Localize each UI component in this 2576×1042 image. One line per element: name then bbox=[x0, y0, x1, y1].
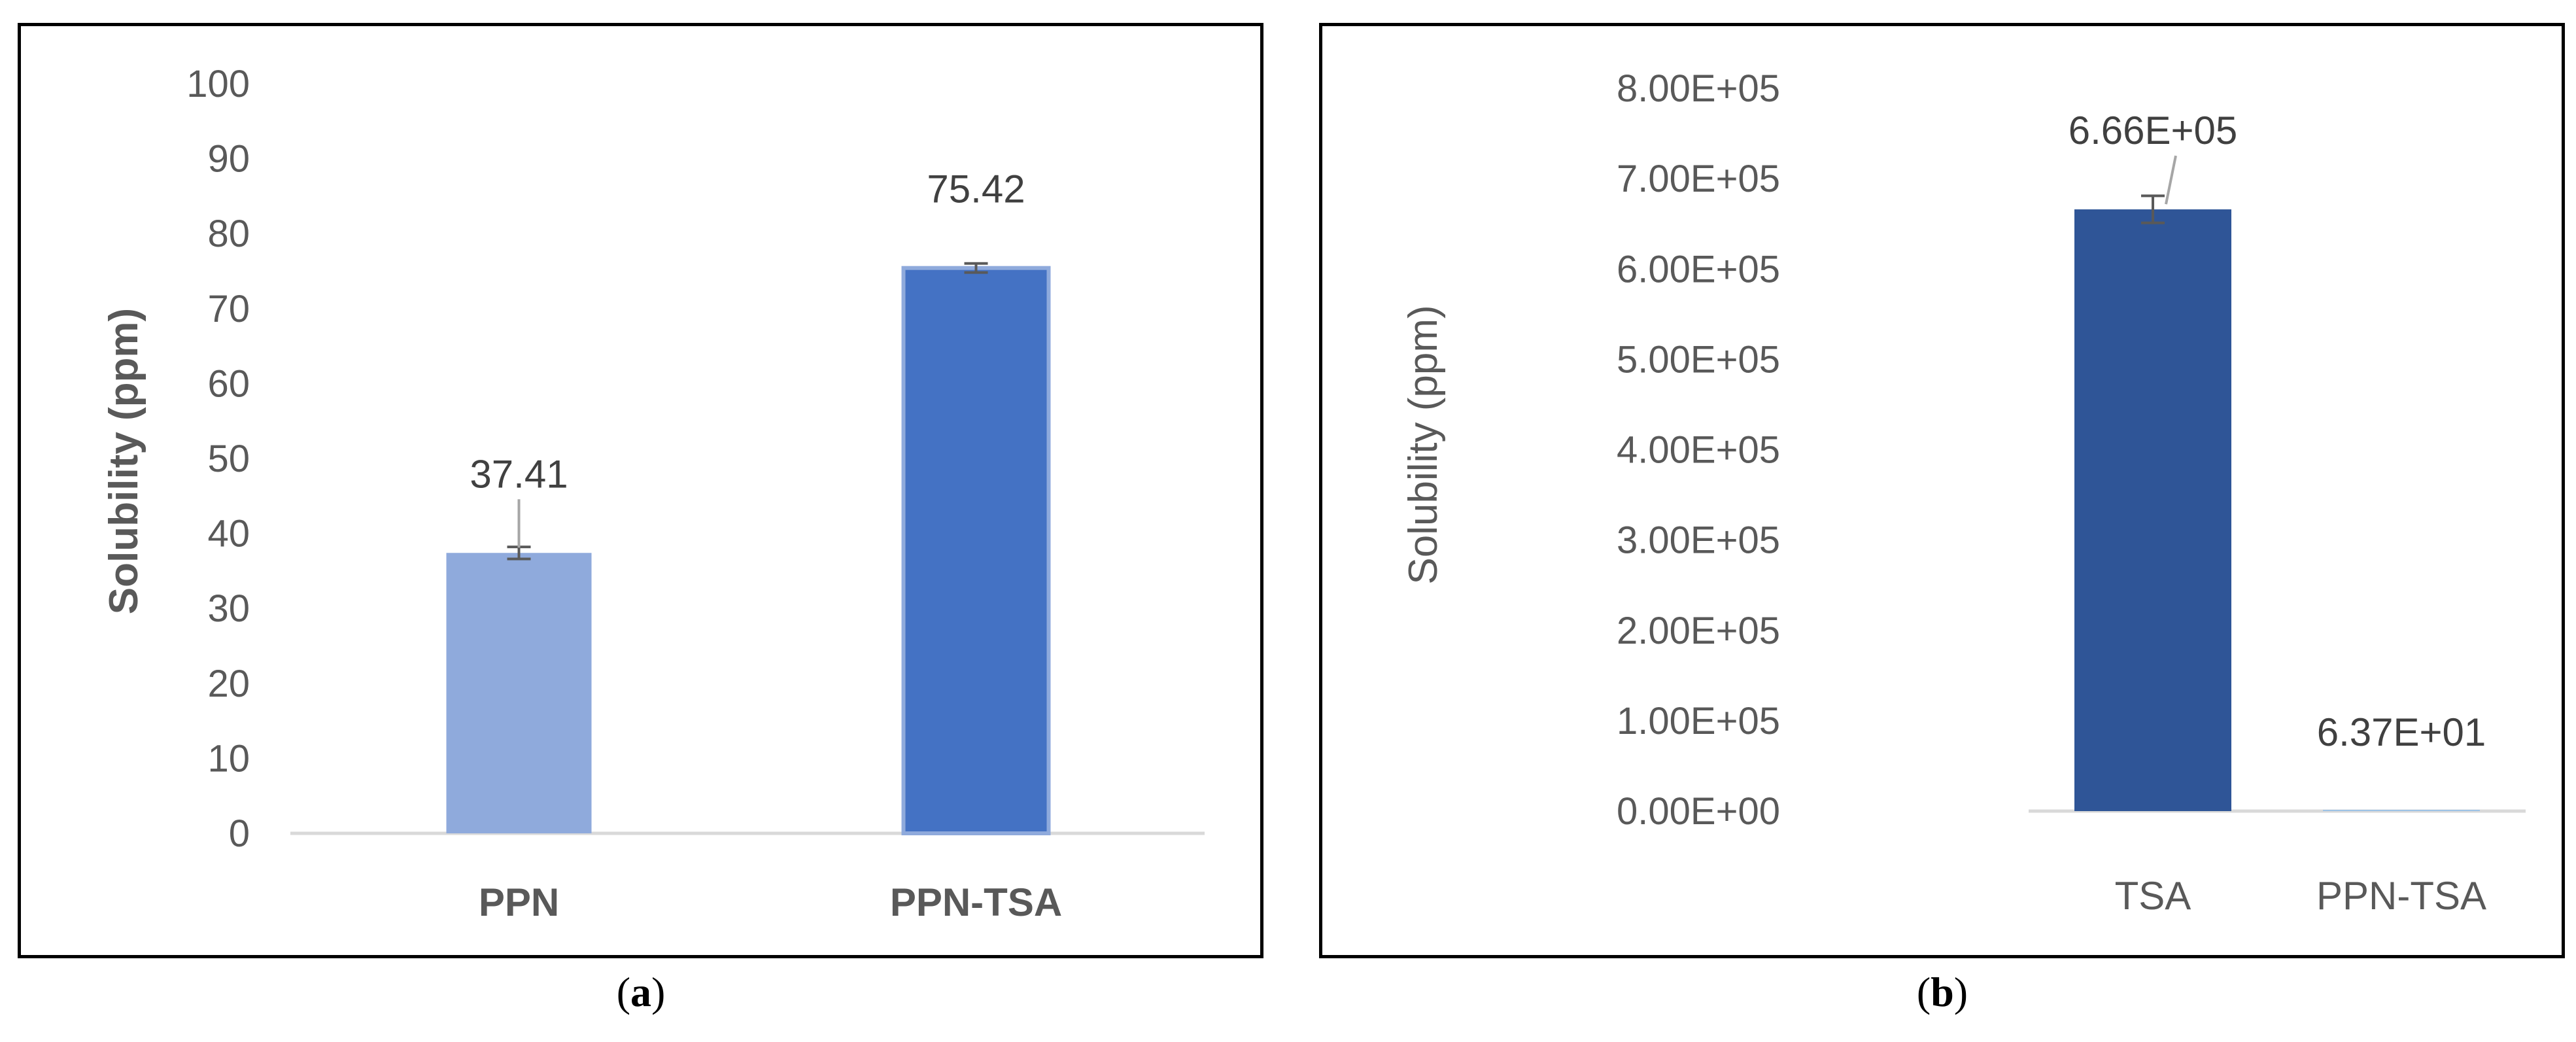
bar-a-ppn-tsa bbox=[901, 266, 1051, 835]
data-label-a-0: 37.41 bbox=[470, 452, 568, 496]
caption-a: (a) bbox=[616, 969, 666, 1015]
chart-a-svg: 0 10 20 30 40 50 60 70 80 90 100 Solubility (ppm) 37… bbox=[101, 63, 1205, 924]
y-tick-label-b-0: 0.00E+00 bbox=[1617, 790, 1780, 833]
data-label-b-1: 6.37E+01 bbox=[2317, 710, 2486, 754]
caption-a-letter: a bbox=[630, 969, 651, 1015]
y-tick-label-b-3: 3.00E+05 bbox=[1617, 519, 1780, 562]
y-tick-label-a-6: 60 bbox=[207, 362, 250, 405]
chart-panel-b: 0.00E+00 1.00E+05 2.00E+05 3.00E+05 4.00E+05… bbox=[1319, 23, 2565, 958]
data-label-a-1: 75.42 bbox=[927, 167, 1025, 211]
y-tick-label-a-5: 50 bbox=[207, 438, 250, 480]
bar-b-ppn-tsa bbox=[2323, 810, 2480, 811]
chart-panel-a: 0 10 20 30 40 50 60 70 80 90 100 Solubility (ppm) 37… bbox=[18, 23, 1263, 958]
y-tick-label-b-1: 1.00E+05 bbox=[1617, 700, 1780, 742]
bar-b-tsa bbox=[2074, 209, 2231, 811]
chart-b-svg: 0.00E+00 1.00E+05 2.00E+05 3.00E+05 4.00E+05… bbox=[1401, 67, 2526, 918]
y-tick-label-a-3: 30 bbox=[207, 587, 250, 630]
y-tick-label-b-2: 2.00E+05 bbox=[1617, 610, 1780, 652]
y-tick-label-a-10: 100 bbox=[186, 63, 250, 105]
caption-b: (b) bbox=[1916, 969, 1968, 1015]
category-label-a-0: PPN bbox=[479, 880, 559, 924]
y-axis-label-b: Solubility (ppm) bbox=[1401, 305, 1446, 584]
y-tick-label-b-8: 8.00E+05 bbox=[1617, 67, 1780, 110]
y-tick-label-a-4: 40 bbox=[207, 513, 250, 555]
y-tick-label-b-5: 5.00E+05 bbox=[1617, 338, 1780, 381]
y-tick-label-a-9: 90 bbox=[207, 138, 250, 181]
y-axis-label-a: Solubility (ppm) bbox=[101, 308, 146, 614]
caption-b-letter: b bbox=[1931, 969, 1954, 1015]
y-tick-label-a-7: 70 bbox=[207, 288, 250, 330]
y-tick-label-b-7: 7.00E+05 bbox=[1617, 158, 1780, 200]
category-label-b-1: PPN-TSA bbox=[2316, 874, 2486, 918]
bar-a-ppn bbox=[446, 553, 592, 833]
y-tick-label-a-8: 80 bbox=[207, 213, 250, 255]
leader-line-b-0 bbox=[2165, 155, 2177, 205]
y-tick-label-a-1: 10 bbox=[207, 737, 250, 780]
y-tick-label-b-6: 6.00E+05 bbox=[1617, 248, 1780, 290]
y-tick-label-a-0: 0 bbox=[229, 812, 250, 855]
category-label-a-1: PPN-TSA bbox=[890, 880, 1062, 924]
category-label-b-0: TSA bbox=[2115, 874, 2191, 918]
data-label-b-0: 6.66E+05 bbox=[2069, 109, 2238, 152]
y-tick-label-a-2: 20 bbox=[207, 663, 250, 705]
y-tick-label-b-4: 4.00E+05 bbox=[1617, 429, 1780, 472]
